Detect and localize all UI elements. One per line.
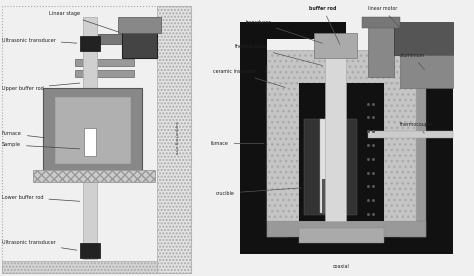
Bar: [314, 33, 357, 58]
Bar: [299, 83, 383, 221]
Bar: [299, 228, 383, 243]
Bar: [400, 55, 453, 88]
Bar: [266, 50, 426, 83]
Bar: [383, 83, 416, 221]
Text: Ultrasonic transducer: Ultrasonic transducer: [2, 240, 77, 250]
Text: crucible: crucible: [216, 188, 301, 196]
Text: thermocouple: thermocouple: [400, 122, 433, 133]
Bar: [75, 70, 134, 77]
Text: buffer rod: buffer rod: [309, 6, 340, 44]
Bar: [98, 34, 157, 44]
Bar: [157, 6, 191, 273]
Bar: [266, 221, 426, 237]
Bar: [83, 170, 96, 179]
Text: Linear stage: Linear stage: [49, 11, 119, 32]
Text: thermocouple: thermocouple: [235, 44, 322, 65]
Bar: [2, 261, 157, 273]
Bar: [240, 230, 453, 254]
Text: Sample: Sample: [2, 142, 80, 149]
Bar: [118, 17, 161, 33]
Text: transducer: transducer: [246, 20, 322, 43]
Bar: [266, 83, 299, 221]
Bar: [240, 22, 346, 39]
Text: Upper buffer rod: Upper buffer rod: [2, 83, 80, 91]
Text: coaxial: coaxial: [333, 264, 349, 269]
Text: ceramic insulation: ceramic insulation: [213, 69, 285, 87]
Bar: [55, 97, 130, 163]
Bar: [80, 36, 100, 51]
Text: Lower buffer rod: Lower buffer rod: [2, 195, 80, 201]
Bar: [320, 119, 341, 213]
Text: Furnace: Furnace: [2, 131, 45, 138]
Bar: [75, 59, 134, 66]
Bar: [83, 128, 96, 156]
Bar: [82, 17, 97, 259]
Bar: [325, 50, 346, 221]
Text: furnace: furnace: [211, 141, 264, 146]
Text: Ultrasonic transducer: Ultrasonic transducer: [2, 38, 77, 43]
Bar: [80, 243, 100, 258]
Bar: [122, 19, 157, 58]
Bar: [33, 170, 155, 182]
Bar: [394, 22, 453, 55]
Bar: [304, 119, 357, 215]
Bar: [43, 88, 142, 171]
Bar: [266, 66, 288, 237]
Bar: [426, 39, 453, 254]
Bar: [368, 22, 394, 77]
Text: supporting arm: supporting arm: [174, 121, 178, 155]
Bar: [362, 17, 400, 28]
Bar: [400, 66, 426, 237]
Bar: [322, 179, 338, 213]
Text: linear motor: linear motor: [368, 6, 408, 37]
Bar: [368, 131, 453, 138]
Bar: [240, 39, 266, 254]
Text: aluminium: aluminium: [400, 53, 425, 70]
